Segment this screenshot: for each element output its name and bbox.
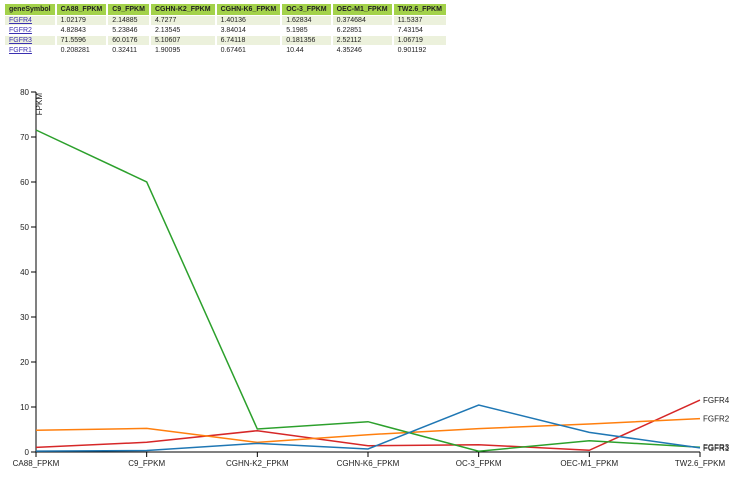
y-tick-label: 70 xyxy=(20,133,29,142)
gene-link[interactable]: FGFR4 xyxy=(5,16,55,25)
header-cghn-k6[interactable]: CGHN-K6_FPKM xyxy=(216,4,281,15)
series-line-fgfr3 xyxy=(35,129,701,452)
table-cell: 11.5337 xyxy=(393,16,446,25)
y-tick-label: 60 xyxy=(20,178,29,187)
x-axis: CA88_FPKM C9_FPKM CGHN-K2_FPKM CGHN-K6_FPKM… xyxy=(13,451,726,468)
y-tick-label: 10 xyxy=(20,403,29,412)
header-tw26[interactable]: TW2.6_FPKM xyxy=(393,4,446,15)
table-cell: 4.7277 xyxy=(150,16,215,25)
y-tick-label: 40 xyxy=(20,268,29,277)
y-tick-label: 20 xyxy=(20,358,29,367)
header-oc3[interactable]: OC-3_FPKM xyxy=(282,4,331,15)
table-cell: 0.374684 xyxy=(332,16,392,25)
table-cell: 5.23846 xyxy=(108,26,149,35)
table-cell: 6.74118 xyxy=(216,36,281,45)
table-cell: 0.32411 xyxy=(108,46,149,55)
series-lines xyxy=(35,129,701,452)
table-cell: 5.10607 xyxy=(150,36,215,45)
table-cell: 2.52112 xyxy=(332,36,392,45)
table-cell: 1.62834 xyxy=(282,16,331,25)
table-cell: 60.0176 xyxy=(108,36,149,45)
series-line-fgfr4 xyxy=(35,399,701,452)
header-oec-m1[interactable]: OEC-M1_FPKM xyxy=(332,4,392,15)
y-axis-label: FPKM xyxy=(35,93,44,116)
header-c9[interactable]: C9_FPKM xyxy=(108,4,149,15)
header-ca88[interactable]: CA88_FPKM xyxy=(56,4,107,15)
table-cell: 1.06719 xyxy=(393,36,446,45)
table-cell: 5.1985 xyxy=(282,26,331,35)
gene-link[interactable]: FGFR1 xyxy=(5,46,55,55)
table-cell: 0.208281 xyxy=(56,46,107,55)
table-row: FGFR4 1.02179 2.14885 4.7277 1.40136 1.6… xyxy=(5,16,446,25)
table-cell: 0.901192 xyxy=(393,46,446,55)
table-cell: 1.02179 xyxy=(56,16,107,25)
table-header-row: geneSymbol CA88_FPKM C9_FPKM CGHN-K2_FPK… xyxy=(5,4,446,15)
gene-link[interactable]: FGFR3 xyxy=(5,36,55,45)
table-cell: 71.5596 xyxy=(56,36,107,45)
y-tick-label: 80 xyxy=(20,88,29,97)
series-label-fgfr1: FGFR1 xyxy=(703,444,730,453)
table-row: FGFR3 71.5596 60.0176 5.10607 6.74118 0.… xyxy=(5,36,446,45)
table-row: FGFR1 0.208281 0.32411 1.90095 0.67461 1… xyxy=(5,46,446,55)
table-cell: 4.35246 xyxy=(332,46,392,55)
header-genesymbol[interactable]: geneSymbol xyxy=(5,4,55,15)
y-axis: 0 10 20 30 40 50 60 70 80 xyxy=(20,88,37,457)
x-tick-label: OEC-M1_FPKM xyxy=(560,459,618,468)
series-label-fgfr3: FGFR3 xyxy=(703,443,730,452)
table-row: FGFR2 4.82843 5.23846 2.13545 3.84014 5.… xyxy=(5,26,446,35)
series-label-fgfr2: FGFR2 xyxy=(703,415,730,424)
table-cell: 1.90095 xyxy=(150,46,215,55)
y-tick-label: 30 xyxy=(20,313,29,322)
series-line-fgfr1 xyxy=(35,404,701,452)
table-cell: 10.44 xyxy=(282,46,331,55)
table-cell: 2.13545 xyxy=(150,26,215,35)
table-cell: 0.67461 xyxy=(216,46,281,55)
series-line-fgfr2 xyxy=(35,417,701,444)
x-tick-label: TW2.6_FPKM xyxy=(675,459,726,468)
y-tick-label: 0 xyxy=(25,448,30,457)
gene-link[interactable]: FGFR2 xyxy=(5,26,55,35)
data-table-container: geneSymbol CA88_FPKM C9_FPKM CGHN-K2_FPK… xyxy=(3,3,448,56)
y-tick-label: 50 xyxy=(20,223,29,232)
table-cell: 3.84014 xyxy=(216,26,281,35)
table-cell: 6.22851 xyxy=(332,26,392,35)
series-label-fgfr4: FGFR4 xyxy=(703,396,730,405)
table-cell: 4.82843 xyxy=(56,26,107,35)
table-cell: 7.43154 xyxy=(393,26,446,35)
fpkm-table: geneSymbol CA88_FPKM C9_FPKM CGHN-K2_FPK… xyxy=(3,3,448,56)
table-cell: 0.181356 xyxy=(282,36,331,45)
header-cghn-k2[interactable]: CGHN-K2_FPKM xyxy=(150,4,215,15)
table-cell: 1.40136 xyxy=(216,16,281,25)
table-cell: 2.14885 xyxy=(108,16,149,25)
x-tick-label: C9_FPKM xyxy=(128,459,165,468)
x-tick-label: OC-3_FPKM xyxy=(456,459,502,468)
x-tick-label: CGHN-K2_FPKM xyxy=(226,459,289,468)
x-tick-label: CGHN-K6_FPKM xyxy=(337,459,400,468)
x-tick-label: CA88_FPKM xyxy=(13,459,60,468)
